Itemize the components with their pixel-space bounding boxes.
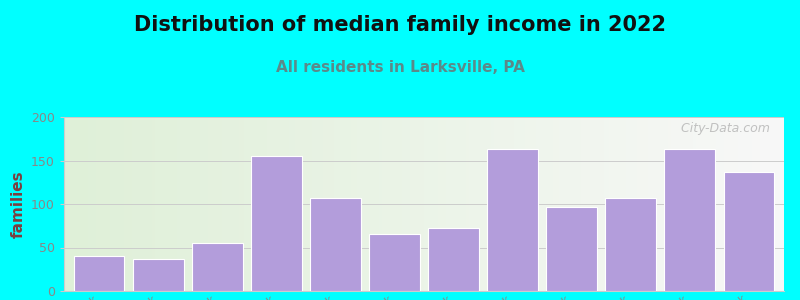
Text: City-Data.com: City-Data.com [673, 122, 770, 135]
Bar [723, 172, 774, 291]
Bar [74, 256, 125, 291]
Bar [665, 149, 714, 291]
Bar [251, 156, 302, 291]
Bar [429, 228, 478, 291]
Bar [606, 198, 656, 291]
Bar [370, 235, 419, 291]
Bar [487, 149, 538, 291]
Text: All residents in Larksville, PA: All residents in Larksville, PA [275, 60, 525, 75]
Bar [192, 243, 242, 291]
Bar [546, 207, 597, 291]
Text: Distribution of median family income in 2022: Distribution of median family income in … [134, 15, 666, 35]
Bar [310, 198, 361, 291]
Y-axis label: families: families [10, 170, 26, 238]
Bar [134, 259, 183, 291]
